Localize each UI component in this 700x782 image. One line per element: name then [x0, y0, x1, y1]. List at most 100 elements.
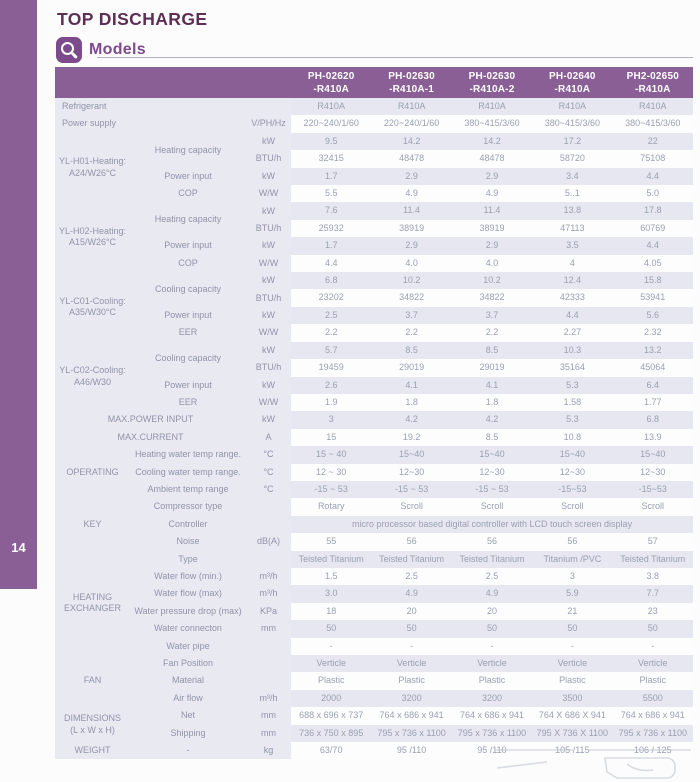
- value-cell: 15~40: [612, 446, 693, 464]
- table-row: Controller micro processor based digital …: [55, 515, 693, 534]
- unit-label: [246, 498, 291, 516]
- value-cell: Verticle: [291, 655, 372, 673]
- value-cell: 2.32: [612, 324, 693, 342]
- unit-label: [246, 672, 291, 690]
- group-label: YL-C01-Cooling: A35/W30°C: [55, 272, 130, 342]
- value-cell: 8.5: [451, 428, 533, 447]
- value-cell: 7.7: [612, 585, 693, 603]
- value-cell: 20: [371, 602, 452, 621]
- value-cell: 1.8: [451, 393, 533, 412]
- value-cell: 2.5: [291, 306, 372, 325]
- value-cell: 15~40: [371, 446, 452, 464]
- unit-label: V/PH/Hz: [246, 115, 291, 133]
- table-row: Material Plastic Plastic Plastic Plastic Plas…: [55, 672, 693, 690]
- unit-label: W/W: [246, 185, 291, 203]
- value-cell: 4.9: [371, 585, 452, 603]
- value-cell: 50: [291, 620, 372, 638]
- unit-label: mm: [246, 707, 291, 725]
- table-row: BTU/h 19459 29019 29019 35164 45064: [55, 359, 693, 377]
- value-cell: 380~415/3/60: [451, 115, 533, 133]
- table-row: BTU/h 25932 38919 38919 47113 60769: [55, 219, 693, 238]
- param-label: Air flow: [130, 689, 246, 708]
- value-cell: 4.0: [371, 254, 452, 273]
- unit-label: BTU/h: [246, 289, 291, 307]
- param-label: Water pipe: [130, 637, 246, 655]
- left-accent-bar: [0, 0, 37, 589]
- value-cell: 1.9: [291, 393, 372, 412]
- value-cell: 14.2: [451, 132, 533, 151]
- value-cell: 4.4: [612, 237, 693, 255]
- value-cell: 3.0: [291, 585, 372, 603]
- value-cell: -15~53: [532, 480, 613, 499]
- value-cell: 2.5: [451, 567, 533, 586]
- value-cell: 19459: [291, 359, 372, 377]
- value-cell: 2.9: [371, 167, 452, 186]
- value-cell: 14.2: [371, 132, 452, 151]
- table-row: MAX.CURRENT A 15 19.2 8.5 10.8 13.9: [55, 428, 693, 447]
- value-cell: Titanium /PVC: [532, 550, 613, 568]
- value-cell: 56: [532, 533, 613, 551]
- value-cell: 4.4: [532, 306, 613, 325]
- value-cell: 12.4: [532, 272, 613, 290]
- value-cell: Teisted Titanium: [371, 550, 452, 568]
- table-row: YL-C01-Cooling: A35/W30°C Cooling capacity…: [55, 272, 693, 342]
- value-cell: 20: [451, 602, 533, 621]
- value-cell: 15~40: [451, 446, 533, 464]
- model-name-line2: -R410A: [313, 83, 350, 95]
- param-label: COP: [130, 254, 246, 273]
- value-cell: 6.8: [291, 272, 372, 290]
- table-row: Power input kW 2.5 3.7 3.7 4.4 5.6: [55, 306, 693, 325]
- value-cell: 2.5: [371, 567, 452, 586]
- table-row: OPERATING Heating water temp range. °C 15 ~…: [55, 446, 693, 499]
- value-cell: 22: [612, 132, 693, 151]
- value-cell: 220~240/1/60: [291, 115, 372, 133]
- value-cell: 5.3: [532, 411, 613, 429]
- group-label: DIMENSIONS (L x W x H): [55, 707, 130, 743]
- value-cell: Verticle: [612, 655, 693, 673]
- value-cell: 12~30: [451, 463, 533, 481]
- value-cell: 57: [612, 533, 693, 551]
- group-label: YL-H02-Heating: A15/W26°C: [55, 202, 130, 273]
- param-label: Power input: [130, 306, 246, 325]
- spec-table-head: PH-02620 -R410A PH-02630 -R410A-1 PH-02630 -R…: [55, 67, 693, 98]
- value-cell: 2.2: [371, 324, 452, 342]
- unit-label: kW: [246, 167, 291, 186]
- value-cell: 380~415/3/60: [612, 115, 693, 133]
- param-label: Shipping: [130, 724, 246, 743]
- unit-label: m³/h: [246, 567, 291, 586]
- param-label: Type: [130, 550, 246, 568]
- value-cell: 4.9: [451, 585, 533, 603]
- table-row: BTU/h 32415 48478 48478 58720 75108: [55, 150, 693, 168]
- value-cell: 34822: [451, 289, 533, 307]
- value-cell: 4.4: [612, 167, 693, 186]
- unit-label: kW: [246, 132, 291, 151]
- unit-label: BTU/h: [246, 150, 291, 168]
- value-cell: 15: [291, 428, 372, 447]
- table-row: Power input kW 1.7 2.9 2.9 3.4 4.4: [55, 167, 693, 186]
- value-cell: 4.9: [451, 185, 533, 203]
- value-cell: 3200: [451, 689, 533, 708]
- value-cell: 50: [612, 620, 693, 638]
- value-cell: 220~240/1/60: [371, 115, 452, 133]
- param-label: EER: [130, 393, 246, 412]
- value-cell: 3.4: [532, 167, 613, 186]
- value-cell: 4.1: [451, 376, 533, 394]
- value-cell: 1.7: [291, 167, 372, 186]
- value-cell: 380~415/3/60: [532, 115, 613, 133]
- value-cell: 50: [532, 620, 613, 638]
- value-cell: 15.8: [612, 272, 693, 290]
- value-cell: 6.4: [612, 376, 693, 394]
- value-cell: Plastic: [291, 672, 372, 690]
- unit-label: kW: [246, 341, 291, 360]
- value-cell: Teisted Titanium: [291, 550, 372, 568]
- value-cell: -: [451, 637, 533, 655]
- param-label: Compressor type: [130, 498, 246, 516]
- value-cell: 18: [291, 602, 372, 621]
- section-underline: [97, 57, 693, 58]
- table-row: Air flow m³/h 2000 3200 3200 3500 5500: [55, 689, 693, 708]
- value-cell: 5500: [612, 689, 693, 708]
- value-cell: 4.1: [371, 376, 452, 394]
- param-label: -: [130, 742, 246, 760]
- value-cell: R410A: [612, 98, 693, 116]
- unit-label: A: [246, 428, 291, 447]
